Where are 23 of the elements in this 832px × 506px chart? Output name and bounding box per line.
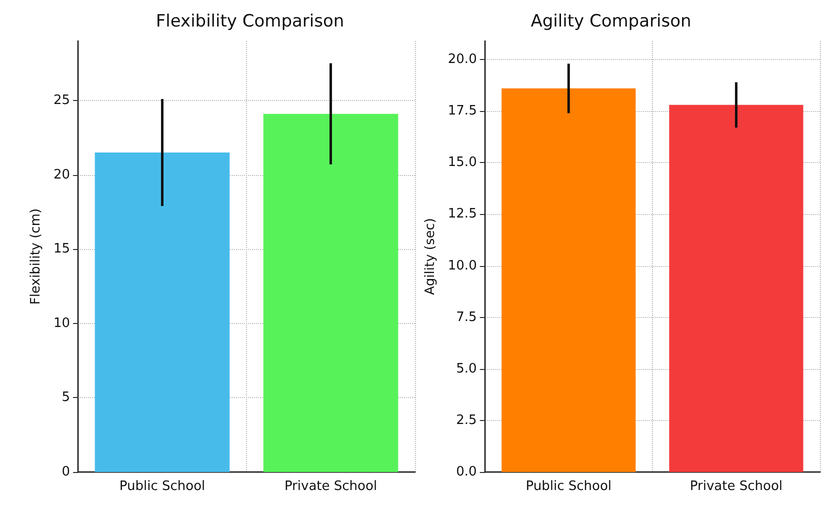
y-tick-label: 0.0 (456, 464, 477, 480)
x-tick-label: Public School (526, 479, 612, 494)
y-tick-label: 25 (53, 92, 70, 108)
y-tick-label: 0 (62, 464, 70, 480)
y-tick-label: 17.5 (448, 104, 477, 119)
chart-title: Flexibility Comparison (156, 12, 344, 32)
y-tick-label: 20.0 (448, 52, 477, 68)
y-tick-label: 20 (53, 167, 70, 182)
y-tick-label: 7.5 (456, 310, 477, 325)
y-tick-label: 10 (53, 316, 70, 331)
y-tick-label: 12.5 (448, 206, 477, 222)
y-tick-label: 5 (62, 390, 70, 406)
chart-title: Agility Comparison (530, 12, 692, 32)
x-tick-label: Private School (284, 479, 378, 494)
y-tick-label: 15 (53, 242, 70, 257)
y-tick-label: 10.0 (448, 258, 477, 274)
y-tick-label: 2.5 (456, 412, 477, 428)
y-axis-title: Flexibility (cm) (28, 208, 44, 305)
y-axis-title: Agility (sec) (423, 218, 438, 295)
y-tick-label: 15.0 (448, 155, 477, 170)
x-tick-label: Public School (119, 479, 206, 494)
y-tick-label: 5.0 (456, 361, 477, 376)
x-tick-label: Private School (690, 479, 783, 494)
